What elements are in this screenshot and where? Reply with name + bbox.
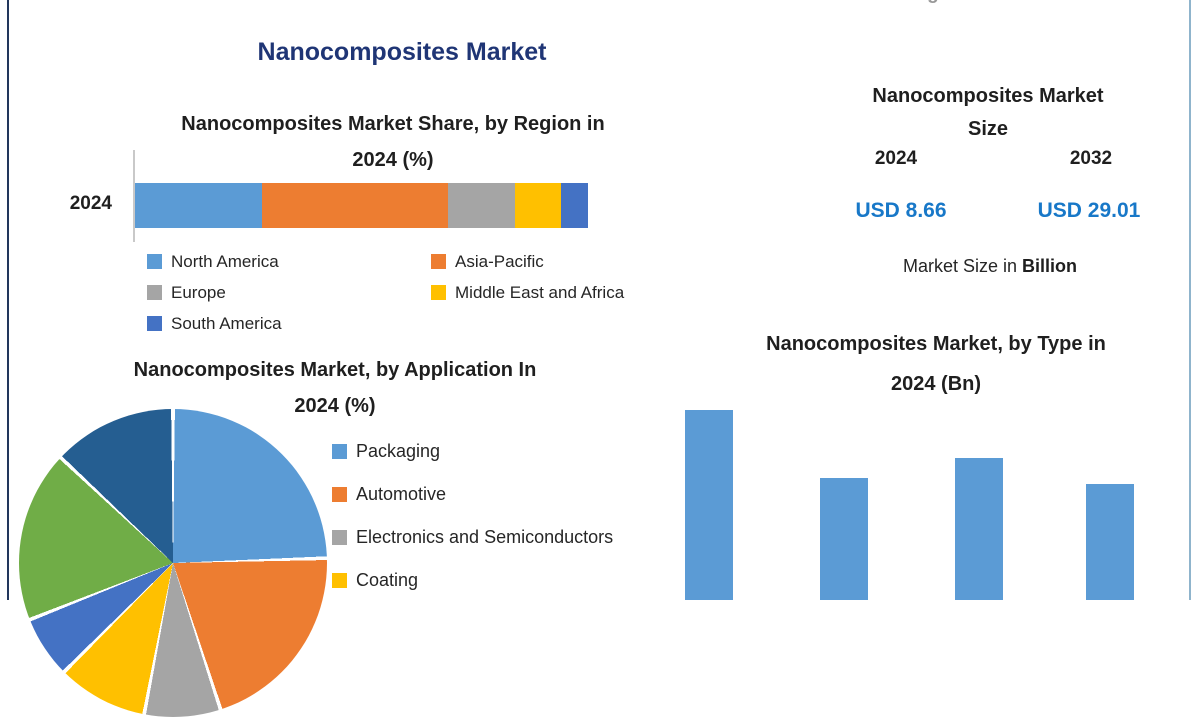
market-size-year-2032: 2032 xyxy=(1069,148,1113,169)
type-bar-4 xyxy=(1086,484,1134,600)
frame-left-border xyxy=(7,0,9,600)
market-size-title-line1: Nanocomposites Market xyxy=(872,85,1104,107)
application-chart-legend: Packaging Automotive Electronics and Semic… xyxy=(332,430,712,602)
region-chart-category-label: 2024 xyxy=(69,193,112,214)
legend-label: Packaging xyxy=(356,441,441,461)
application-chart-title-line1: Nanocomposites Market, by Application In xyxy=(133,359,537,381)
region-chart-title-line2: 2024 (%) xyxy=(352,149,434,171)
market-size-note: Market Size in Billion xyxy=(840,256,1140,277)
application-chart-title-line2: 2024 (%) xyxy=(294,395,376,417)
market-size-note-prefix: Market Size in xyxy=(902,256,1023,276)
region-bar-segment-asia-pacific xyxy=(261,183,448,228)
market-size-value-2024: USD 8.66 xyxy=(855,199,947,222)
region-bar-segment-north-america xyxy=(135,183,262,228)
application-pie-chart xyxy=(19,409,327,717)
legend-color-swatch-icon xyxy=(332,530,347,545)
legend-label: Asia-Pacific xyxy=(455,251,544,271)
region-bar-segment-europe xyxy=(447,183,516,228)
legend-color-swatch-icon xyxy=(147,285,162,300)
legend-label: Europe xyxy=(171,282,226,302)
region-legend-item: South America xyxy=(147,314,431,334)
region-legend-item: Middle East and Africa xyxy=(431,283,687,303)
application-legend-item: Electronics and Semiconductors xyxy=(332,516,712,559)
legend-label: Coating xyxy=(356,570,419,590)
type-chart-title-line1: Nanocomposites Market, by Type in xyxy=(766,333,1106,355)
legend-color-swatch-icon xyxy=(332,444,347,459)
legend-label: Electronics and Semiconductors xyxy=(356,527,614,547)
application-legend-item: Coating xyxy=(332,559,712,602)
legend-label: North America xyxy=(171,251,279,271)
legend-label: Automotive xyxy=(356,484,447,504)
region-chart-legend: North America Asia-Pacific Europe Middle Ea… xyxy=(147,246,687,339)
cropped-text-remnant: . . g . . . . . xyxy=(898,0,1093,6)
legend-color-swatch-icon xyxy=(332,487,347,502)
legend-label: South America xyxy=(171,313,282,333)
region-chart-title-line1: Nanocomposites Market Share, by Region i… xyxy=(181,113,605,135)
region-bar-segment-south-america xyxy=(560,183,588,228)
market-size-year-2024: 2024 xyxy=(874,148,918,169)
legend-color-swatch-icon xyxy=(147,254,162,269)
legend-label: Middle East and Africa xyxy=(455,282,625,302)
application-legend-item: Packaging xyxy=(332,430,712,473)
type-chart-title-line2: 2024 (Bn) xyxy=(890,373,982,395)
region-legend-item: Asia-Pacific xyxy=(431,252,687,272)
market-size-title-line2: Size xyxy=(967,118,1009,140)
market-size-note-unit: Billion xyxy=(1022,256,1078,276)
application-chart-title: Nanocomposites Market, by Application In… xyxy=(35,352,635,424)
application-legend-item: Automotive xyxy=(332,473,712,516)
region-chart-y-axis-line xyxy=(133,150,135,242)
region-stacked-bar xyxy=(135,183,588,228)
type-bar-3 xyxy=(955,458,1003,600)
type-chart-title: Nanocomposites Market, by Type in 2024 (… xyxy=(726,324,1146,404)
region-bar-segment-middle-east-and-africa xyxy=(515,183,561,228)
market-size-value-2032: USD 29.01 xyxy=(1037,199,1141,222)
legend-color-swatch-icon xyxy=(332,573,347,588)
region-legend-item: North America xyxy=(147,252,431,272)
region-legend-item: Europe xyxy=(147,283,431,303)
legend-color-swatch-icon xyxy=(431,285,446,300)
legend-color-swatch-icon xyxy=(147,316,162,331)
market-size-title: Nanocomposites Market Size xyxy=(838,80,1138,146)
frame-right-border xyxy=(1189,0,1191,600)
legend-color-swatch-icon xyxy=(431,254,446,269)
page-title: Nanocomposites Market xyxy=(257,38,547,66)
type-bar-2 xyxy=(820,478,868,600)
region-chart-title: Nanocomposites Market Share, by Region i… xyxy=(93,106,693,178)
